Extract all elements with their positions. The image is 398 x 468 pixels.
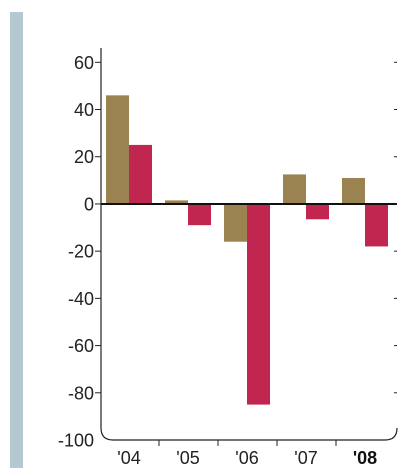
bars-layer xyxy=(106,95,388,405)
bar-s1-1 xyxy=(165,200,188,204)
y-tick-label: 0 xyxy=(84,194,94,214)
y-tick-label: -60 xyxy=(68,336,94,356)
y-tick-label: -100 xyxy=(58,431,94,451)
side-accent-bar xyxy=(10,12,23,468)
bar-s1-2 xyxy=(224,203,247,242)
y-tick-label: -20 xyxy=(68,242,94,262)
bar-s1-3 xyxy=(283,174,306,204)
y-tick-label: -40 xyxy=(68,289,94,309)
x-tick-label: '04 xyxy=(117,448,140,468)
bar-s2-2 xyxy=(247,203,270,405)
x-tick-label: '06 xyxy=(235,448,258,468)
y-tick-label: -80 xyxy=(68,383,94,403)
axis-layer xyxy=(100,48,398,441)
y-tick-label: 20 xyxy=(74,147,94,167)
bar-s1-0 xyxy=(106,95,129,204)
bar-s1-4 xyxy=(342,177,365,204)
bar-s2-0 xyxy=(129,144,152,204)
x-tick-label: '05 xyxy=(176,448,199,468)
x-axis-line xyxy=(100,427,398,441)
bar-s2-4 xyxy=(365,203,388,247)
bar-s2-3 xyxy=(306,203,329,220)
bar-s2-1 xyxy=(188,203,211,226)
y-tick-labels: 60 40 20 0 -20 -40 -60 -80 -100 xyxy=(58,53,397,451)
x-tick-label: '07 xyxy=(294,448,317,468)
x-tick-labels: '04 '05 '06 '07 '08 xyxy=(117,440,377,468)
y-tick-label: 40 xyxy=(74,100,94,120)
y-tick-label: 60 xyxy=(74,53,94,73)
x-tick-label: '08 xyxy=(353,448,377,468)
